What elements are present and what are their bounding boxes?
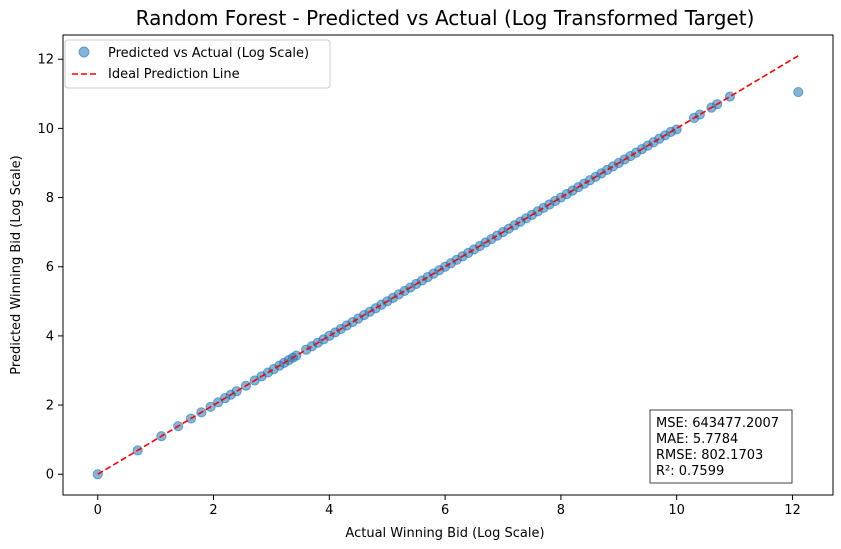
x-axis-ticks: 0 2 4 6 8 10 12 xyxy=(94,495,801,518)
x-tick-label: 6 xyxy=(441,503,449,518)
x-tick-label: 0 xyxy=(94,503,102,518)
y-tick-label: 2 xyxy=(46,399,54,414)
metric-mse: MSE: 643477.2007 xyxy=(656,416,779,431)
x-tick-label: 4 xyxy=(325,503,333,518)
metrics-box xyxy=(649,409,793,484)
x-tick-label: 2 xyxy=(209,503,217,518)
y-axis-ticks: 0 2 4 6 8 10 12 xyxy=(37,53,63,483)
y-tick-label: 6 xyxy=(46,260,54,275)
x-tick-label: 12 xyxy=(784,503,801,518)
y-tick-label: 0 xyxy=(46,468,54,483)
x-tick-label: 8 xyxy=(557,503,565,518)
ideal-prediction-line xyxy=(97,55,799,475)
legend-line-label: Ideal Prediction Line xyxy=(108,67,240,82)
x-axis-label: Actual Winning Bid (Log Scale) xyxy=(345,526,544,541)
x-tick-label: 10 xyxy=(668,503,685,518)
y-axis-label: Predicted Winning Bid (Log Scale) xyxy=(9,155,24,374)
data-point xyxy=(793,86,804,98)
y-tick-label: 4 xyxy=(46,329,54,344)
legend-box xyxy=(64,39,331,89)
metric-r2: R²: 0.7599 xyxy=(656,464,724,479)
legend-scatter-marker xyxy=(78,46,90,58)
legend-scatter-label: Predicted vs Actual (Log Scale) xyxy=(108,46,309,61)
y-tick-label: 8 xyxy=(46,191,54,206)
y-tick-label: 10 xyxy=(37,122,54,137)
legend: Predicted vs Actual (Log Scale) Ideal Pr… xyxy=(64,39,331,89)
metrics-annotation: MSE: 643477.2007 MAE: 5.7784 RMSE: 802.1… xyxy=(649,409,793,484)
chart-title: Random Forest - Predicted vs Actual (Log… xyxy=(136,6,755,30)
metric-rmse: RMSE: 802.1703 xyxy=(656,448,763,463)
data-point xyxy=(694,109,705,120)
metric-mae: MAE: 5.7784 xyxy=(656,432,738,447)
y-tick-label: 12 xyxy=(37,53,54,68)
